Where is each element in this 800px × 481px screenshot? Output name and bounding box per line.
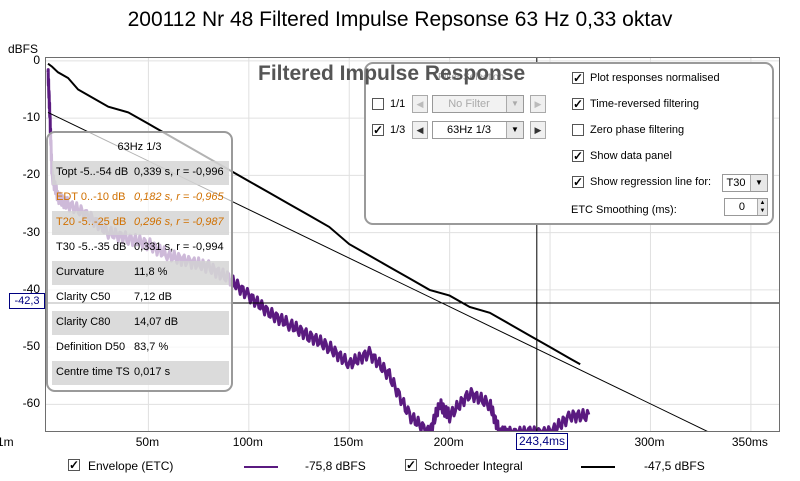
y-tick-label: -50 — [22, 339, 40, 354]
octave-filter-select[interactable]: No Filter ▼ — [432, 95, 524, 113]
next-filter-button[interactable]: ▶ — [530, 95, 546, 113]
octave-label: 1/1 — [390, 98, 406, 110]
data-panel-value: 0,296 s, r = -0,987 — [134, 216, 224, 228]
chevron-down-icon: ▼ — [506, 122, 523, 138]
x-tick-label: 300m — [634, 435, 665, 449]
spinner-arrows-icon: ▲ ▼ — [757, 199, 767, 215]
cursor-x-readout: 243,4ms — [516, 433, 568, 450]
option-label: Plot responses normalised — [590, 72, 720, 84]
x-tick-label: 150m — [333, 435, 364, 449]
prev-third-button[interactable]: ◀ — [412, 121, 428, 139]
schroeder-checkbox[interactable]: ✓ — [405, 458, 417, 472]
data-panel-value: 14,07 dB — [134, 316, 179, 328]
option-checkbox[interactable]: ✓ — [572, 149, 584, 163]
data-panel-value: 83,7 % — [134, 341, 169, 353]
x-tick-label: 50m — [135, 435, 160, 449]
data-panel-row: EDT 0..-10 dB 0,182 s, r = -0,965 — [52, 186, 229, 210]
data-panel-row: Topt -5..-54 dB 0,339 s, r = -0,996 — [52, 161, 229, 185]
data-panel-row: T20 -5..-25 dB 0,296 s, r = -0,987 — [52, 211, 229, 235]
x-start-label: -1m — [0, 435, 14, 449]
data-panel-row: Centre time TS 0,017 s — [52, 361, 229, 385]
data-panel-key: T20 -5..-25 dB — [56, 216, 127, 228]
panel-heading: Filtered Impulse Response — [258, 62, 526, 85]
data-panel-key: Clarity C50 — [56, 291, 111, 303]
legend: ✓ Envelope (ETC) -75,8 dBFS ✓ Schroeder … — [0, 455, 800, 479]
data-panel-value: 11,8 % — [134, 266, 168, 278]
option-label: Show regression line for: — [590, 176, 712, 188]
etc-smoothing-label: ETC Smoothing (ms): — [571, 204, 677, 216]
data-panel-key: Definition D50 — [56, 341, 126, 353]
option-checkbox[interactable] — [572, 124, 584, 136]
data-panel-row: Curvature 11,8 % — [52, 261, 229, 285]
data-panel: 63Hz 1/3 Topt -5..-54 dB 0,339 s, r = -0,… — [46, 131, 233, 392]
data-panel-key: Curvature — [56, 266, 105, 278]
data-panel-key: Centre time TS — [56, 366, 130, 378]
y-tick-label: -60 — [22, 396, 40, 411]
data-panel-row: Definition D50 83,7 % — [52, 336, 229, 360]
data-panel-row: T30 -5..-35 dB 0,331 s, r = -0,994 — [52, 236, 229, 260]
schroeder-series-line — [47, 62, 581, 366]
window-title: 200112 Nr 48 Filtered Impulse Repsonse 6… — [127, 8, 673, 31]
option-checkbox[interactable]: ✓ — [572, 97, 584, 111]
regression-select[interactable]: T30 ▼ — [722, 174, 768, 192]
chevron-down-icon: ▼ — [506, 96, 523, 112]
data-panel-value: 0,339 s, r = -0,996 — [134, 166, 224, 178]
data-panel-row: Clarity C50 7,12 dB — [52, 286, 229, 310]
data-panel-value: 0,182 s, r = -0,965 — [134, 191, 224, 203]
envelope-value: -75,8 dBFS — [305, 459, 366, 473]
data-panel-value: 0,331 s, r = -0,994 — [134, 241, 224, 253]
x-tick-label: 350ms — [731, 435, 768, 449]
cursor-y-readout: -42,3 — [9, 293, 45, 309]
third-octave-checkbox[interactable]: ✓ — [372, 123, 384, 137]
y-tick-label: -20 — [22, 167, 40, 182]
option-checkbox[interactable]: ✓ — [572, 175, 584, 189]
chevron-down-icon: ▼ — [750, 175, 767, 191]
data-panel-title: 63Hz 1/3 — [117, 141, 162, 153]
option-label: Time-reversed filtering — [590, 98, 700, 110]
envelope-checkbox[interactable]: ✓ — [68, 458, 80, 472]
schroeder-label: Schroeder Integral — [424, 459, 523, 473]
next-third-button[interactable]: ▶ — [530, 121, 546, 139]
data-panel-value: 0,017 s — [134, 366, 171, 378]
option-checkbox[interactable]: ✓ — [572, 71, 584, 85]
data-panel-value: 7,12 dB — [134, 291, 172, 303]
y-tick-label: 0 — [33, 52, 40, 67]
data-panel-key: T30 -5..-35 dB — [56, 241, 127, 253]
x-tick-label: 100m — [232, 435, 263, 449]
schroeder-value: -47,5 dBFS — [644, 459, 705, 473]
option-label: Zero phase filtering — [590, 124, 685, 136]
etc-smoothing-spinner[interactable]: 0 ▲ ▼ — [724, 198, 768, 216]
data-panel-key: Topt -5..-54 dB — [56, 166, 129, 178]
envelope-swatch — [244, 466, 278, 468]
prev-filter-button[interactable]: ◀ — [412, 95, 428, 113]
filter-control-panel: Filter Selection 1/1 ◀ No Filter ▼ ▶ ✓ 1/… — [364, 62, 774, 225]
data-panel-key: Clarity C80 — [56, 316, 111, 328]
filter-selection-heading: Filter Selection — [438, 72, 505, 83]
y-axis-unit: dBFS — [8, 42, 39, 56]
third-octave-filter-select[interactable]: 63Hz 1/3 ▼ — [432, 121, 524, 139]
octave-checkbox[interactable] — [372, 98, 384, 110]
envelope-label: Envelope (ETC) — [88, 459, 174, 473]
y-tick-label: -30 — [22, 224, 40, 239]
data-panel-row: Clarity C80 14,07 dB — [52, 311, 229, 335]
schroeder-swatch — [581, 466, 615, 468]
option-label: Show data panel — [590, 150, 672, 162]
x-tick-label: 200m — [433, 435, 464, 449]
third-octave-label: 1/3 — [390, 124, 406, 136]
y-tick-label: -10 — [22, 110, 40, 125]
data-panel-key: EDT 0..-10 dB — [56, 191, 126, 203]
y-tick-label: -40 — [22, 281, 40, 296]
